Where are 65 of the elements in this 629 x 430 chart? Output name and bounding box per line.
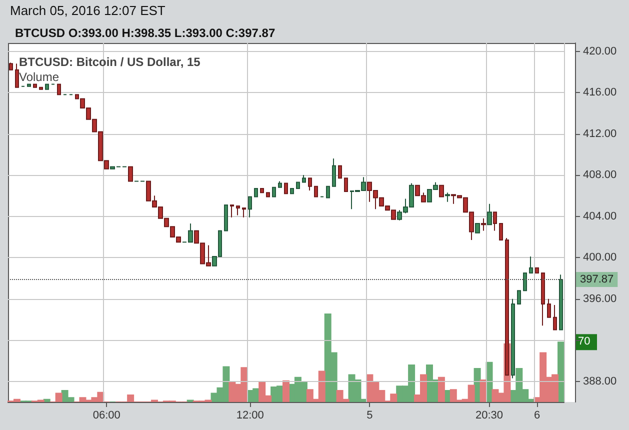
x-tick-label: 5 bbox=[366, 410, 373, 422]
candlestick bbox=[511, 298, 515, 379]
candlestick bbox=[242, 208, 246, 218]
chart-title: Volume bbox=[19, 70, 60, 84]
candlestick bbox=[553, 304, 557, 330]
candlestick bbox=[547, 298, 551, 318]
candlestick bbox=[487, 203, 492, 226]
y-tick-label: 404.00 bbox=[583, 210, 617, 222]
candlestick bbox=[278, 180, 282, 188]
y-tick-label: 408.00 bbox=[583, 169, 617, 182]
candlestick bbox=[290, 188, 294, 194]
candlestick bbox=[57, 84, 61, 96]
candlestick bbox=[296, 182, 300, 189]
candlestick bbox=[236, 205, 240, 216]
x-tick-label: 06:00 bbox=[92, 410, 120, 422]
candlestick bbox=[332, 158, 336, 187]
candlestick bbox=[128, 166, 133, 182]
candlestick bbox=[33, 84, 37, 88]
candlestick bbox=[517, 290, 521, 304]
candlestick bbox=[272, 186, 276, 198]
candlestick bbox=[535, 267, 539, 274]
candlestick bbox=[529, 256, 533, 274]
candlestick bbox=[27, 84, 31, 87]
candlestick bbox=[284, 182, 288, 194]
candlestick bbox=[475, 223, 480, 234]
candlestick bbox=[15, 63, 19, 88]
y-tick-label: 416.00 bbox=[583, 86, 617, 99]
candlestick bbox=[326, 186, 330, 198]
bar bbox=[438, 376, 445, 402]
candlestick bbox=[248, 196, 252, 218]
x-tick-label: 6 bbox=[534, 410, 540, 422]
candlestick bbox=[523, 272, 527, 292]
candlestick bbox=[439, 184, 444, 198]
candlestick bbox=[9, 62, 13, 70]
candlestick bbox=[338, 165, 342, 179]
candlestick bbox=[224, 204, 228, 232]
y-tick-label: 388.00 bbox=[583, 375, 617, 388]
candlestick bbox=[266, 192, 270, 198]
candlestick bbox=[39, 86, 43, 90]
candlestick bbox=[254, 188, 258, 198]
candlestick bbox=[493, 212, 497, 232]
y-tick-label: 396.00 bbox=[583, 292, 617, 305]
candlestick bbox=[481, 218, 486, 232]
text: 70 bbox=[578, 336, 590, 348]
candlestick bbox=[344, 178, 348, 192]
candlestick bbox=[308, 178, 312, 192]
x-tick-label: 12:00 bbox=[236, 410, 264, 422]
y-tick-label: 420.00 bbox=[583, 45, 617, 58]
chart-subtitle: BTCUSD O:393.00 H:398.35 L:393.00 C:397.87 bbox=[15, 26, 276, 40]
y-tick-label: 412.00 bbox=[583, 128, 617, 140]
candlestick bbox=[499, 223, 503, 241]
text: March 05, 2016 12:07 EST bbox=[10, 3, 166, 18]
candlestick bbox=[230, 204, 234, 218]
ref-line-label: 397.87 bbox=[580, 274, 614, 286]
candlestick bbox=[445, 192, 450, 202]
candlestick bbox=[314, 186, 318, 198]
candlestick bbox=[260, 188, 264, 194]
y-tick-label: 400.00 bbox=[583, 252, 617, 264]
candlestick bbox=[302, 174, 306, 183]
candlestick bbox=[559, 274, 563, 330]
bar bbox=[282, 380, 290, 402]
candlestick bbox=[45, 84, 49, 90]
candlestick bbox=[541, 272, 545, 326]
text: BTCUSD: Bitcoin / US Dollar, 15 bbox=[19, 55, 201, 69]
x-tick-label: 20:30 bbox=[476, 410, 504, 422]
